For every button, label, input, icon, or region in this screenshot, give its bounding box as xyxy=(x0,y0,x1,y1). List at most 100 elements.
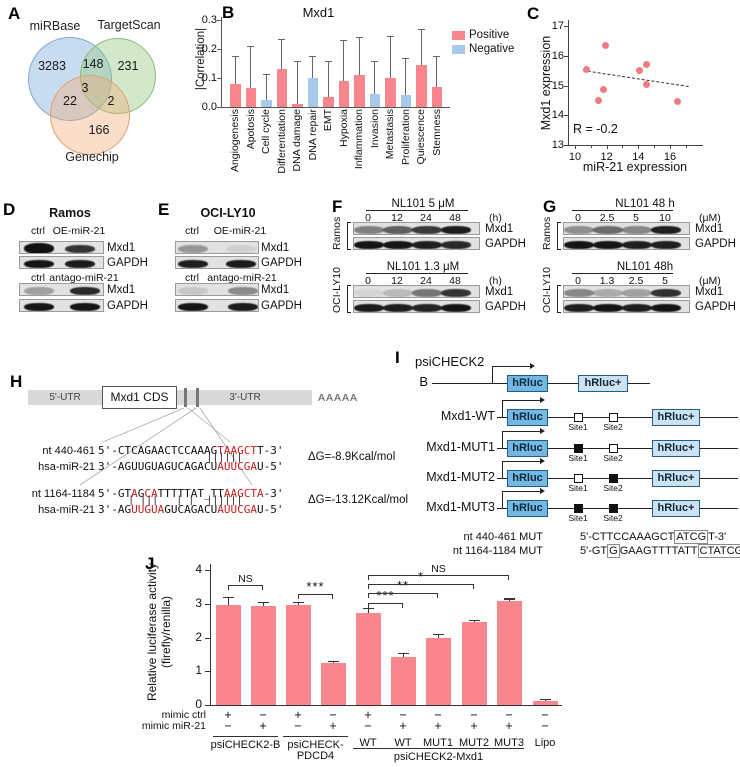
error-bar-cap xyxy=(417,28,425,30)
error-bar-cap xyxy=(371,60,379,62)
error-bar-cap xyxy=(433,56,441,58)
protein-band xyxy=(354,288,384,297)
protein-band xyxy=(24,286,54,295)
significance-label: * xyxy=(417,569,425,585)
hrluc-plus-box: hRluc+ xyxy=(578,374,628,392)
y-tick-mark xyxy=(205,705,210,706)
y-tick-label: 17 xyxy=(551,20,564,32)
blot-strip xyxy=(175,283,259,296)
promoter-arrowhead-icon xyxy=(530,363,535,369)
blot-strip xyxy=(353,222,480,235)
utr5-label: 5'-UTR xyxy=(49,392,81,403)
luciferase-bar xyxy=(320,662,346,705)
scatter-point xyxy=(601,41,609,49)
venn-count-mirbase-only: 3283 xyxy=(38,59,66,73)
mut-sequence-label: nt 1164-1184 MUT xyxy=(452,545,543,557)
hrluc-box: hRluc xyxy=(507,469,548,487)
sequence-segment: 5'-GT xyxy=(98,487,132,500)
x-category-label: Differentiation xyxy=(275,109,288,174)
protein-band xyxy=(441,225,471,234)
protein-band xyxy=(383,288,413,297)
scatter-point xyxy=(599,86,607,94)
panel-mrna-diagram: H 5'-UTR 3'-UTR Mxd1 CDS AAAAA nt 440-461 5'-… xyxy=(0,350,408,550)
sequence-segment: AUUCGA xyxy=(217,460,257,473)
protein-band xyxy=(70,302,100,311)
site-connector-lines xyxy=(79,407,253,486)
x-axis-label: miR-21 expression xyxy=(582,160,688,174)
venn-count-targetscan-genechip: 2 xyxy=(107,94,115,108)
panel-h-label: H xyxy=(10,372,23,391)
protein-band xyxy=(226,259,256,268)
blot-row-label: Mxd1 xyxy=(695,286,724,298)
sequence-segment: 3'-AG xyxy=(98,503,132,516)
protein-band xyxy=(651,225,681,234)
promoter-arrow-bar xyxy=(502,400,540,402)
error-bar-cap xyxy=(231,56,239,58)
venn-set-label-targetscan: TargetScan xyxy=(97,18,161,32)
significance-bracket xyxy=(298,593,333,599)
significance-bracket xyxy=(228,585,263,591)
venn-set-label-genechip: Genechip xyxy=(65,150,119,164)
panel-blot-nl101-dose: G NL101 48 h 0 2.5 5 10 (μM) Mxd1 GAPDH Ramos NL1… xyxy=(540,195,740,345)
protein-band xyxy=(564,240,594,249)
mut-sequence-segment: 5'-GT xyxy=(580,545,608,557)
luciferase-bar xyxy=(461,622,487,705)
dose-label: 24 xyxy=(420,275,432,287)
protein-band xyxy=(412,303,442,312)
y-tick-label: 0 xyxy=(195,697,202,711)
cell-line-label: OCI-LY10 xyxy=(541,267,553,313)
binding-site-mark-1 xyxy=(184,388,187,407)
protein-band xyxy=(441,303,471,312)
error-bar-cap xyxy=(539,699,551,701)
blot-row-label: Mxd1 xyxy=(107,242,136,254)
y-tick-label: 0.1 xyxy=(201,72,217,84)
blot-strip xyxy=(563,222,690,235)
dose-label: 5 xyxy=(662,275,668,287)
lane-label: ctrl xyxy=(185,272,199,284)
dose-label: 0 xyxy=(365,212,371,224)
blot-strip xyxy=(19,241,104,254)
mimic-mir21-value: − xyxy=(541,718,549,733)
chart-title: Mxd1 xyxy=(302,5,335,20)
y-tick-mark xyxy=(564,145,568,146)
sequence-segment: CA xyxy=(144,487,158,500)
utr3-label: 3'-UTR xyxy=(229,392,261,403)
luciferase-bar xyxy=(425,637,451,705)
hallmark-bar xyxy=(292,104,303,107)
hallmark-bar xyxy=(230,83,241,107)
protein-band xyxy=(24,302,54,311)
legend-swatch-negative xyxy=(452,45,465,54)
error-bar-cap xyxy=(340,40,348,42)
panel-blot-nl101-time: F NL101 5 μM 0 12 24 48 (h) Mxd1 GAPDH Ramos NL10… xyxy=(328,195,545,345)
error-bar-line xyxy=(420,28,422,65)
protein-band xyxy=(178,244,208,253)
significance-bracket xyxy=(368,584,474,590)
legend-label: Positive xyxy=(469,29,510,41)
dose-label: 2.5 xyxy=(599,212,615,224)
y-axis-label: |Correlation| xyxy=(195,27,207,91)
x-category-label: Apotosis xyxy=(244,109,257,150)
sequence-segment: AAGCTA xyxy=(223,487,264,500)
treatment-underline xyxy=(366,210,468,211)
hrluc-box: hRluc xyxy=(507,499,548,517)
x-category-label: Angiogenesis xyxy=(229,109,242,173)
mimic-ctrl-row-label: mimic ctrl xyxy=(161,709,206,721)
protein-band xyxy=(70,286,100,295)
dose-label: 48 xyxy=(449,275,461,287)
target-site-square xyxy=(609,443,618,453)
hallmark-bar xyxy=(276,69,287,107)
panel-e-label: E xyxy=(158,200,170,219)
y-axis-line xyxy=(221,17,222,107)
blot-strip xyxy=(175,256,259,269)
pairing-bars: | ||| | | |||||| xyxy=(98,495,243,506)
protein-band xyxy=(24,243,54,253)
mut-sequence-segment: G xyxy=(607,544,620,558)
target-site-square xyxy=(574,503,583,513)
protein-band xyxy=(228,302,258,311)
error-bar-line xyxy=(327,60,329,97)
mut-sequence: 5'-CTTCCAAAGCT ATCG T-3' xyxy=(580,530,726,544)
x-category-label: Proliferation xyxy=(399,109,412,166)
venn-set-label-mirbase: miRBase xyxy=(29,19,81,33)
target-site-label: Site1 xyxy=(568,513,588,523)
